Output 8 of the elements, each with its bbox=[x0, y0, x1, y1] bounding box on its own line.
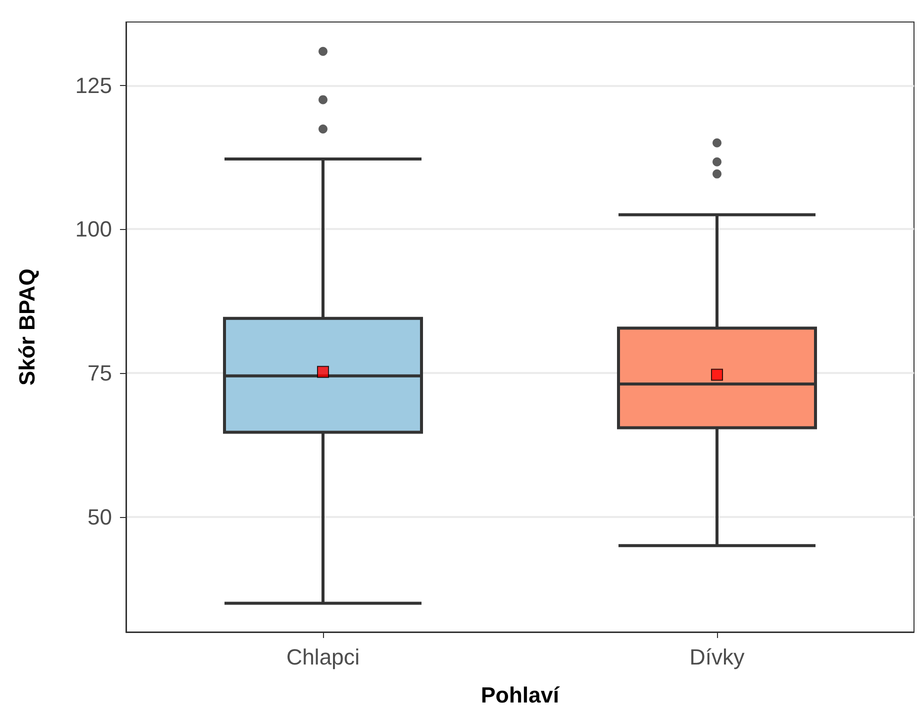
x-tick-label: Dívky bbox=[690, 644, 744, 670]
y-axis-title: Skór BPAQ bbox=[14, 268, 40, 386]
x-tick-label: Chlapci bbox=[286, 644, 360, 670]
y-tick-label: 125 bbox=[75, 72, 112, 98]
y-tick-label: 50 bbox=[88, 504, 112, 530]
y-tick-label: 75 bbox=[88, 360, 112, 386]
x-axis-title: Pohlaví bbox=[480, 682, 560, 708]
y-tick-label: 100 bbox=[75, 216, 112, 242]
